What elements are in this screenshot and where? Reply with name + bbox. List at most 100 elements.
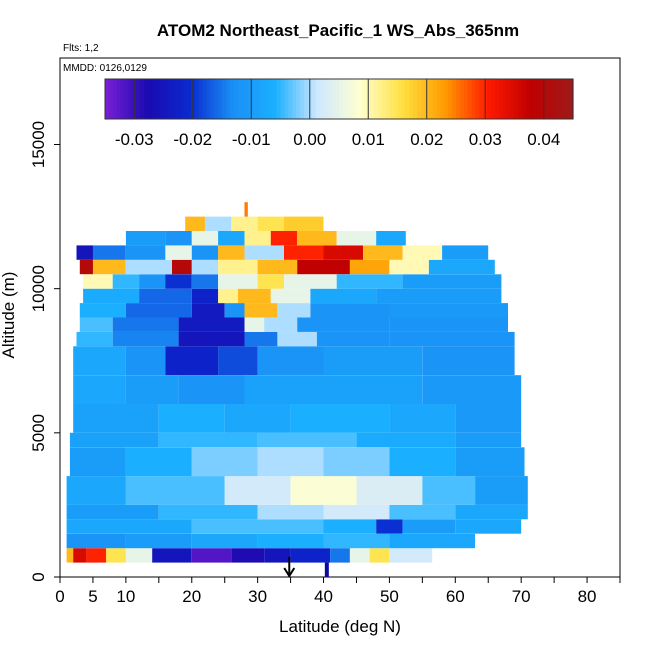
- heatmap-cell: [191, 259, 219, 275]
- heatmap-cell: [178, 317, 245, 332]
- colorbar-swatch: [198, 79, 204, 119]
- colorbar-swatch: [436, 79, 441, 119]
- colorbar-swatch: [241, 79, 246, 119]
- bar-marker: [324, 562, 329, 577]
- colorbar-swatch: [537, 79, 543, 119]
- colorbar-swatch: [288, 79, 293, 119]
- colorbar-swatch: [335, 79, 340, 119]
- colorbar-frame: [104, 78, 574, 120]
- heatmap-cell: [172, 259, 192, 275]
- colorbar-swatch: [362, 79, 367, 119]
- heatmap-cell: [191, 533, 258, 549]
- x-tick-label: 10: [116, 587, 135, 606]
- arrow-marker-head: [283, 567, 296, 578]
- colorbar-swatch: [237, 79, 243, 119]
- colorbar-swatch: [284, 79, 289, 119]
- colorbar-swatch: [151, 79, 157, 119]
- heatmap-cell: [125, 303, 192, 318]
- colorbar-swatch: [206, 79, 211, 119]
- heatmap-cell: [257, 259, 298, 275]
- heatmap-cell: [455, 432, 522, 448]
- heatmap-cell: [389, 317, 508, 332]
- colorbar-swatch: [159, 79, 165, 119]
- dates-label: MMDD: 0126,0129: [63, 63, 147, 74]
- heatmap-cell: [349, 259, 390, 275]
- colorbar-swatch: [108, 79, 114, 119]
- colorbar-swatch: [120, 79, 126, 119]
- colorbar-swatch: [401, 79, 406, 119]
- heatmap-cell: [369, 548, 390, 563]
- colorbar-swatch: [393, 79, 399, 119]
- colorbar-swatch: [463, 79, 469, 119]
- heatmap-cell: [316, 331, 390, 347]
- heatmap-cell: [73, 375, 126, 404]
- colorbar-swatch: [300, 79, 305, 119]
- colorbar-swatch: [276, 79, 282, 119]
- x-tick-label: 60: [446, 587, 465, 606]
- colorbar-swatch: [272, 79, 278, 119]
- colorbar-swatch: [319, 79, 324, 119]
- heatmap-cell: [257, 346, 324, 376]
- colorbar-swatch: [245, 79, 250, 119]
- x-tick-label: 80: [578, 587, 597, 606]
- colorbar-swatch: [280, 79, 285, 119]
- heatmap-cell: [323, 375, 423, 404]
- heatmap-cell: [277, 331, 317, 347]
- y-axis-label: Altitude (m): [0, 272, 18, 359]
- colorbar-swatch: [261, 79, 266, 119]
- heatmap-cell: [290, 476, 357, 505]
- heatmap-cell: [165, 245, 192, 260]
- flights-label: Flts: 1,2: [63, 43, 99, 54]
- colorbar-swatch: [296, 79, 301, 119]
- colorbar-swatch: [397, 79, 402, 119]
- heatmap-cell: [330, 548, 350, 563]
- heatmap-cell: [231, 548, 265, 563]
- heatmap-cell: [73, 548, 87, 563]
- heatmap-cell: [178, 375, 245, 404]
- heatmap-cell: [66, 504, 159, 520]
- colorbar-swatch: [420, 79, 426, 119]
- heatmap-cell: [376, 519, 403, 534]
- y-tick-label: 0: [29, 572, 48, 581]
- heatmap-cell: [218, 274, 258, 289]
- colorbar-swatch: [144, 79, 149, 119]
- heatmap-cell: [284, 274, 337, 289]
- heatmap-cell: [125, 346, 166, 376]
- heatmap-cell: [389, 504, 456, 520]
- heatmap-cell: [191, 245, 219, 260]
- heatmap-cell: [389, 303, 508, 318]
- heatmap-cell: [455, 447, 525, 477]
- colorbar-swatch: [225, 79, 231, 119]
- heatmap-cell: [76, 245, 93, 260]
- heatmap-cell: [112, 274, 140, 289]
- colorbar-swatch: [222, 79, 227, 119]
- heatmap-cell: [66, 533, 126, 549]
- colorbar-swatch: [502, 79, 508, 119]
- colorbar-swatch: [292, 79, 297, 119]
- heatmap-cell: [257, 504, 324, 520]
- colorbar-tick-label: 0.04: [527, 130, 560, 149]
- heatmap-cell: [455, 404, 522, 433]
- heatmap-cell: [270, 288, 311, 304]
- colorbar-swatch: [549, 79, 555, 119]
- colorbar-swatch: [565, 79, 570, 119]
- heatmap-cell: [69, 447, 126, 477]
- x-tick-label: 30: [248, 587, 267, 606]
- heatmap-cell: [125, 447, 192, 477]
- colorbar-swatch: [210, 79, 215, 119]
- heatmap-cell: [125, 375, 179, 404]
- heatmap-cells: [66, 202, 528, 563]
- heatmap-cell: [191, 548, 232, 563]
- colorbar-swatch: [253, 79, 258, 119]
- heatmap-cell: [284, 216, 324, 231]
- colorbar-swatch: [264, 79, 270, 119]
- colorbar-tick-label: 0.00: [293, 130, 326, 149]
- heatmap-cell: [125, 231, 166, 246]
- heatmap-cell: [218, 245, 245, 260]
- heatmap-cell: [257, 447, 324, 477]
- heatmap-cell: [112, 317, 179, 332]
- colorbar-swatch: [514, 79, 519, 119]
- heatmap-cell: [178, 331, 245, 347]
- colorbar-swatch: [331, 79, 336, 119]
- colorbar-swatch: [323, 79, 328, 119]
